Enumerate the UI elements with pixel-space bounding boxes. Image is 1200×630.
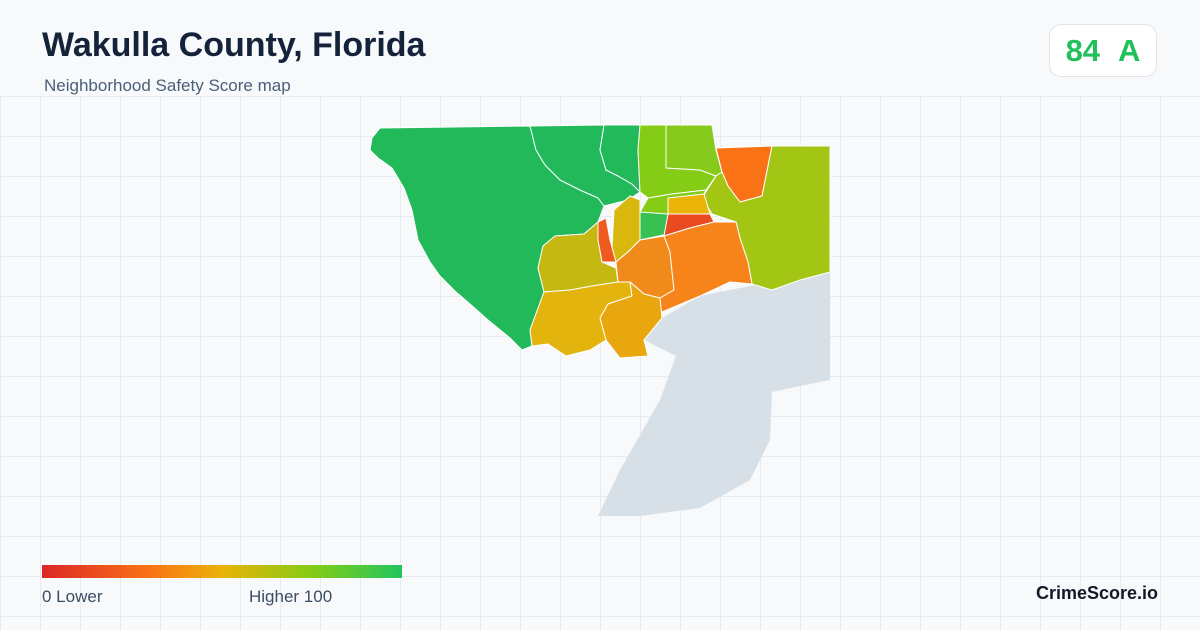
brand-logo-text: CrimeScore.io bbox=[1035, 583, 1158, 603]
page-title: Wakulla County, Florida bbox=[42, 26, 426, 64]
water-body bbox=[598, 270, 830, 516]
region-north-lime-b[interactable] bbox=[665, 124, 723, 177]
score-badge: 84 A bbox=[1049, 24, 1157, 77]
legend-gradient-bar bbox=[42, 565, 402, 578]
region-east-orange[interactable] bbox=[655, 221, 753, 313]
score-value: 84 bbox=[1065, 32, 1101, 68]
region-central-yellow-small[interactable] bbox=[667, 193, 711, 215]
legend-high-label: Higher 100 bbox=[249, 587, 333, 606]
region-south-yellow-east[interactable] bbox=[599, 281, 663, 359]
score-grade: A bbox=[1118, 32, 1141, 68]
page-subtitle: Neighborhood Safety Score map bbox=[44, 76, 291, 95]
legend-low-label: 0 Lower bbox=[42, 587, 103, 606]
header bbox=[0, 0, 1200, 96]
